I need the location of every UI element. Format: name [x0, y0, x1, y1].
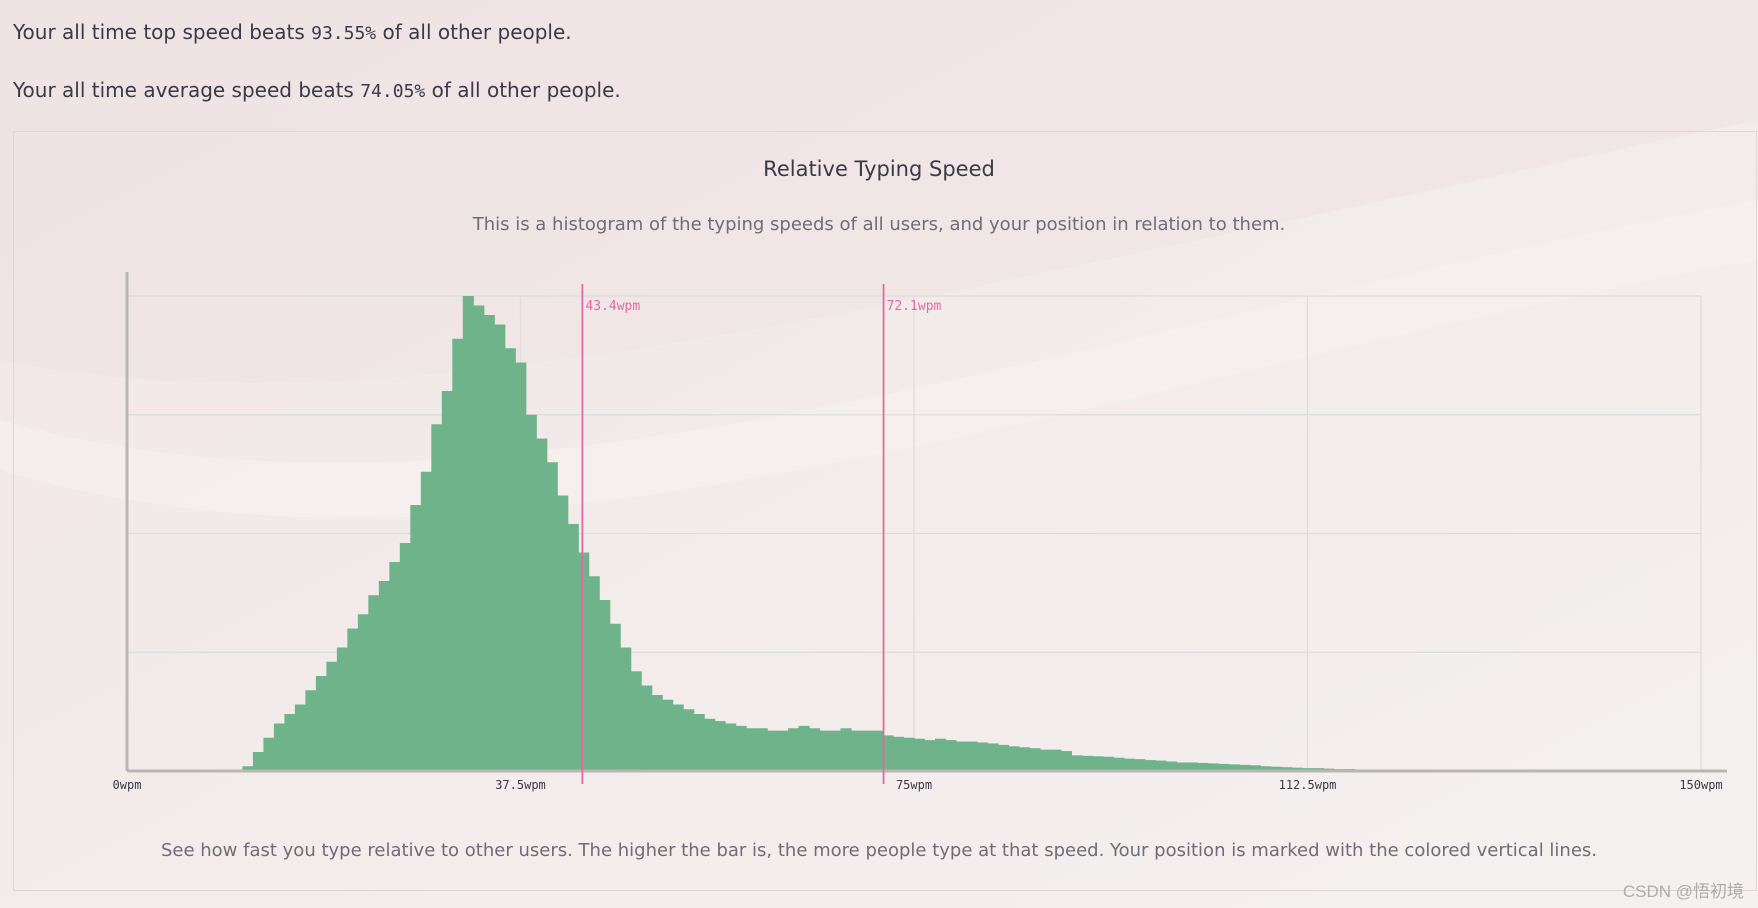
histogram-bar: [546, 462, 558, 771]
histogram-bar: [756, 728, 768, 771]
histogram-bar: [599, 600, 611, 771]
histogram-bar: [1050, 749, 1062, 771]
histogram-bar: [294, 704, 306, 771]
histogram-bar: [473, 305, 485, 771]
histogram-bar: [851, 730, 863, 771]
histogram-bar: [336, 647, 348, 771]
histogram-bar: [714, 721, 726, 771]
histogram-bar: [1018, 747, 1031, 771]
histogram-bar: [420, 471, 432, 771]
histogram-bar: [1008, 746, 1020, 771]
histogram-bar: [725, 723, 737, 771]
histogram-bar: [662, 699, 674, 771]
histogram-bar: [1060, 751, 1072, 771]
histogram-bar: [347, 628, 359, 771]
speed-marker-label: 72.1wpm: [887, 299, 942, 314]
histogram-bar: [305, 690, 317, 771]
histogram-bar: [893, 736, 905, 771]
histogram-bar: [567, 524, 579, 771]
histogram-bar: [452, 338, 464, 771]
histogram-bar: [830, 730, 842, 771]
histogram-bar: [746, 728, 758, 771]
histogram-bar: [966, 741, 978, 771]
histogram-bar: [578, 552, 590, 771]
histogram-bar: [1144, 760, 1156, 771]
histogram-bar: [1123, 758, 1135, 771]
histogram-bar: [525, 414, 537, 771]
histogram-bar: [683, 709, 695, 771]
histogram-bar: [840, 728, 852, 771]
histogram-bar: [588, 576, 600, 771]
histogram-bar: [945, 740, 957, 771]
histogram-bar: [389, 562, 401, 771]
histogram-bar: [368, 595, 380, 771]
x-tick-label: 75wpm: [896, 778, 932, 792]
chart-caption: See how fast you type relative to other …: [160, 840, 1598, 861]
histogram-bar: [934, 738, 947, 771]
histogram-bar: [735, 725, 747, 771]
histogram-bar: [1113, 757, 1125, 771]
histogram-bar: [788, 728, 800, 771]
histogram-bar: [378, 581, 390, 771]
histogram-bar: [987, 743, 999, 771]
watermark: CSDN @悟初境: [1622, 882, 1744, 901]
histogram-bar: [809, 728, 821, 771]
histogram-bar: [357, 614, 369, 771]
histogram-bar: [861, 730, 873, 771]
histogram-bar: [284, 714, 296, 771]
histogram-bar: [976, 742, 989, 771]
histogram-bar: [819, 730, 831, 771]
histogram-bar: [1155, 760, 1167, 771]
histogram-bar: [1134, 759, 1146, 771]
histogram-bar: [252, 752, 265, 771]
histogram-bar: [1081, 755, 1093, 771]
x-tick-label: 150wpm: [1679, 778, 1722, 792]
histogram-bar: [399, 543, 411, 771]
histogram-bar: [903, 737, 915, 771]
histogram-bar: [1071, 755, 1083, 771]
histogram-bar: [609, 623, 621, 771]
histogram-bar: [914, 738, 926, 771]
histogram-bar: [441, 391, 453, 771]
histogram-bar: [777, 730, 789, 771]
histogram-bar: [704, 718, 716, 771]
histogram-bar: [924, 740, 936, 771]
histogram-bar: [630, 671, 642, 771]
histogram-bar: [872, 730, 884, 771]
x-tick-label: 0wpm: [113, 778, 142, 792]
histogram-bar: [536, 438, 548, 771]
histogram-bar: [672, 704, 684, 771]
x-tick-label: 37.5wpm: [495, 778, 546, 792]
histogram-bar: [273, 723, 285, 771]
histogram-bar: [1102, 756, 1114, 771]
histogram-bar: [693, 714, 705, 771]
histogram-bar: [326, 661, 338, 771]
histogram-bar: [431, 424, 443, 771]
histogram-bar: [515, 362, 527, 771]
histogram-bar: [483, 315, 495, 771]
histogram-bar: [263, 737, 275, 771]
histogram-bar: [1092, 756, 1104, 771]
histogram-bar: [997, 744, 1010, 771]
x-tick-label: 112.5wpm: [1279, 778, 1337, 792]
histogram-bar: [410, 505, 422, 771]
speed-marker-label: 43.4wpm: [585, 299, 640, 314]
histogram-bar: [651, 695, 663, 771]
histogram-bar: [494, 324, 506, 771]
histogram-bar: [315, 676, 327, 771]
histogram-bar: [1029, 748, 1041, 771]
histogram-bar: [798, 725, 810, 771]
histogram-bar: [504, 348, 516, 771]
histogram-bar: [955, 741, 968, 771]
histogram-bar: [641, 685, 653, 771]
histogram-bar: [1039, 749, 1052, 771]
histogram-bar: [767, 730, 779, 771]
histogram-bar: [620, 647, 632, 771]
histogram-bar: [462, 296, 474, 771]
histogram-bar: [557, 495, 569, 771]
